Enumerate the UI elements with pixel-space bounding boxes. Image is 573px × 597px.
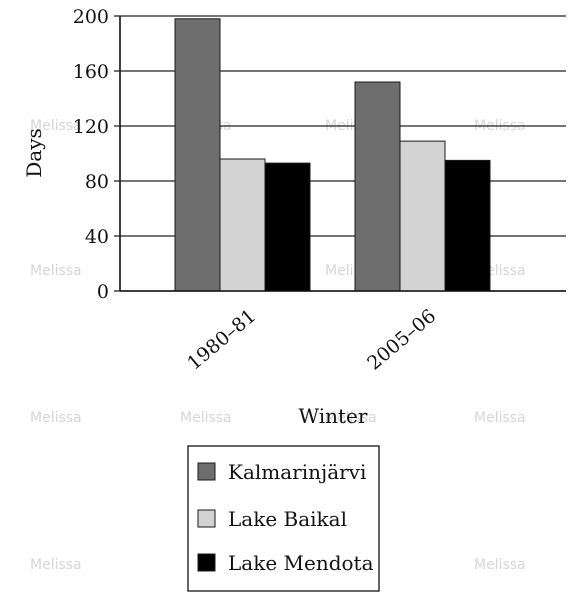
legend-label: Lake Baikal [228, 507, 347, 531]
y-tick-label: 120 [73, 116, 109, 138]
legend-box [187, 445, 380, 592]
x-category-label: 2005–06 [363, 305, 440, 375]
legend: Kalmarinjärvi Lake Baikal Lake Mendota [187, 445, 380, 592]
y-tick-labels: 0 40 80 120 160 200 [73, 6, 120, 303]
watermark-text: Melissa [30, 263, 82, 279]
legend-swatch [197, 553, 216, 572]
x-category-labels: 1980–81 2005–06 [183, 305, 440, 375]
bar-kalmarinj-rvi-0 [174, 18, 221, 292]
y-tick-label: 160 [73, 61, 109, 83]
axes-group [119, 16, 566, 292]
legend-label: Kalmarinjärvi [228, 460, 366, 484]
watermark-text: Melissa [325, 410, 377, 426]
bar-lake-baikal-0 [219, 158, 266, 292]
legend-swatch [197, 509, 216, 528]
watermark-text: Melissa [30, 118, 82, 134]
bar-kalmarinj-rvi-1 [354, 81, 401, 292]
y-tick-label: 80 [85, 171, 109, 193]
watermark-text: Melissa [30, 557, 82, 573]
bars-group [174, 18, 491, 292]
watermark-text: Melissa [30, 410, 82, 426]
x-axis-title: Winter [299, 404, 368, 428]
x-category-label: 1980–81 [183, 305, 260, 375]
bar-lake-mendota-0 [264, 162, 311, 292]
legend-swatch [197, 462, 216, 481]
watermark-text: Melissa [474, 410, 526, 426]
watermark-text: Melissa [180, 410, 232, 426]
y-tick-label: 200 [73, 6, 109, 28]
y-tick-label: 40 [85, 226, 109, 248]
bar-lake-mendota-1 [444, 159, 491, 292]
legend-label: Lake Mendota [228, 551, 374, 575]
bar-lake-baikal-1 [399, 140, 446, 292]
watermark-text: Melissa [474, 557, 526, 573]
y-tick-label: 0 [97, 281, 109, 303]
y-axis-title: Days [22, 128, 46, 178]
